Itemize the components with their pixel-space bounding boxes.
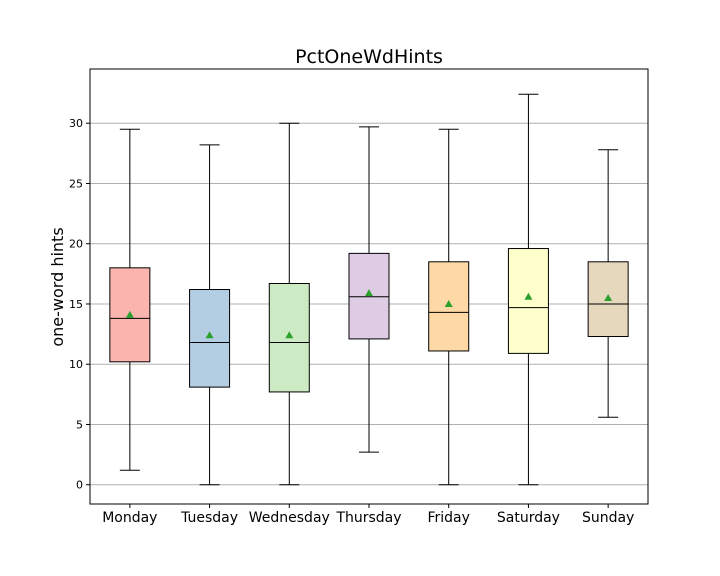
y-tick-label: 20: [69, 238, 83, 251]
mean-marker: [444, 299, 453, 307]
box-sunday: [587, 149, 629, 418]
x-tick-label: Saturday: [497, 510, 560, 526]
x-tick-label: Tuesday: [180, 510, 238, 526]
y-tick-label: 30: [69, 117, 83, 130]
mean-marker: [365, 289, 373, 297]
iqr-box: [348, 252, 390, 340]
chart-title: PctOneWdHints: [295, 46, 443, 68]
x-axis-ticks: Monday Tuesday Wednesday Thursday Friday Satu…: [102, 504, 634, 526]
box-friday: [428, 128, 470, 486]
y-axis-ticks: 0 5 10 15 20 25 30: [69, 117, 90, 492]
iqr-box: [507, 248, 549, 354]
y-tick-label: 5: [76, 418, 83, 431]
mean-marker: [604, 293, 613, 301]
y-axis-label: one-word hints: [48, 227, 67, 346]
iqr-box: [189, 289, 231, 388]
x-tick-label: Monday: [102, 510, 157, 526]
box-monday: [109, 128, 151, 471]
mean-marker: [205, 331, 214, 339]
y-tick-label: 10: [69, 358, 83, 371]
y-tick-label: 0: [76, 479, 83, 492]
boxes: [109, 93, 629, 486]
x-tick-label: Sunday: [582, 510, 634, 526]
x-tick-label: Wednesday: [249, 510, 330, 526]
y-tick-label: 25: [69, 177, 83, 190]
mean-marker: [125, 310, 134, 318]
x-tick-label: Friday: [427, 510, 469, 526]
box-wednesday: [268, 122, 310, 486]
box-tuesday: [189, 144, 231, 486]
x-tick-label: Thursday: [335, 510, 401, 526]
y-tick-label: 15: [69, 298, 83, 311]
box-saturday: [507, 93, 549, 486]
box-thursday: [348, 126, 390, 453]
mean-marker: [524, 292, 533, 300]
mean-marker: [285, 331, 294, 339]
